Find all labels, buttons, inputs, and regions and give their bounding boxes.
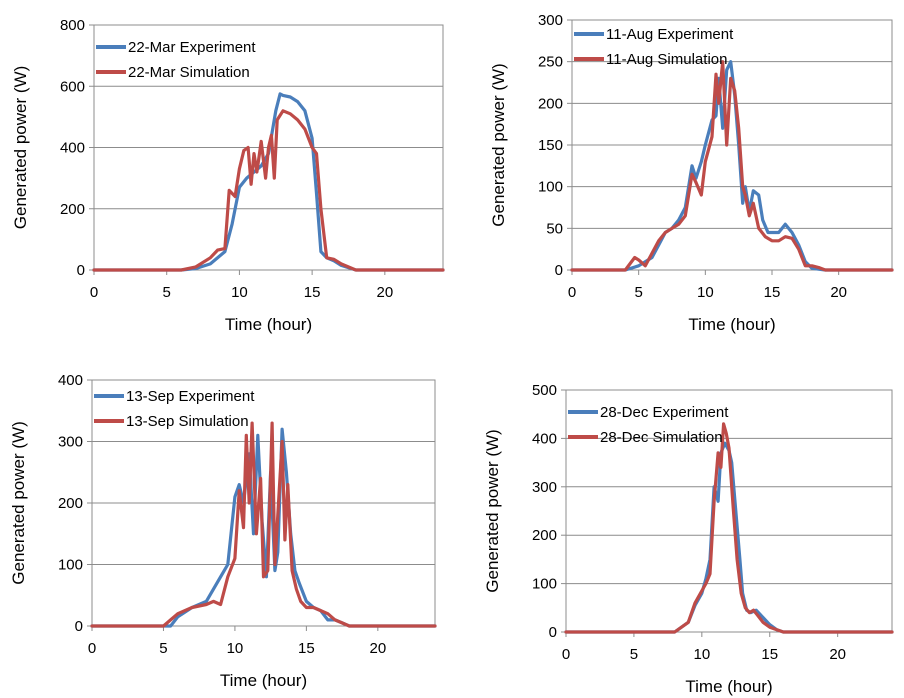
x-tick-label: 20 [830,284,847,301]
legend-label: 13-Sep Experiment [126,388,255,405]
y-axis-label: Generated power (W) [489,63,508,226]
y-tick-label: 800 [60,17,85,34]
series-line-experiment [564,441,894,634]
legend-label: 28-Dec Experiment [600,404,729,421]
x-tick-label: 0 [568,284,576,301]
y-tick-label: 600 [60,78,85,95]
x-tick-label: 20 [829,646,846,663]
series-line-simulation [92,109,445,272]
x-tick-label: 15 [298,640,315,657]
x-tick-label: 5 [634,284,642,301]
y-tick-label: 0 [555,262,563,279]
legend-label: 22-Mar Simulation [128,64,250,81]
x-axis-label: Time (hour) [225,315,312,334]
x-axis-label: Time (hour) [220,671,307,690]
x-tick-label: 0 [562,646,570,663]
series-line-simulation [90,421,437,628]
x-tick-label: 15 [764,284,781,301]
x-tick-label: 0 [88,640,96,657]
y-tick-label: 250 [538,54,563,71]
y-tick-label: 400 [60,140,85,157]
y-tick-label: 300 [58,434,83,451]
legend-label: 13-Sep Simulation [126,413,249,430]
legend: 22-Mar Experiment 22-Mar Simulation [96,39,256,81]
y-tick-label: 100 [538,179,563,196]
chart-panel-2: 0 50 100 150 200 250 300 0 5 10 15 20 Time (hour) Gen… [489,12,894,334]
x-tick-label: 10 [697,284,714,301]
x-tick-label: 10 [231,284,248,301]
y-axis-label: Generated power (W) [9,421,28,584]
y-axis-label: Generated power (W) [483,429,502,592]
series-line-simulation [564,422,894,634]
y-tick-label: 500 [532,382,557,399]
x-tick-label: 10 [693,646,710,663]
series-line-experiment [92,92,445,272]
legend: 13-Sep Experiment 13-Sep Simulation [94,388,255,430]
y-tick-label: 0 [77,262,85,279]
x-tick-label: 20 [376,284,393,301]
y-tick-label: 300 [538,12,563,29]
y-tick-label: 200 [538,95,563,112]
series-line-simulation [570,60,894,272]
y-tick-label: 400 [58,372,83,389]
chart-panel-1: 0 200 400 600 800 0 5 10 15 20 Time (hour) Generate… [11,17,445,334]
x-tick-label: 15 [304,284,321,301]
legend-label: 22-Mar Experiment [128,39,256,56]
x-tick-label: 5 [159,640,167,657]
legend-label: 11-Aug Simulation [606,51,727,68]
y-tick-label: 0 [75,618,83,635]
chart-panel-4: 0 100 200 300 400 500 0 5 10 15 20 Time (hour) Gener… [483,382,894,696]
y-tick-label: 150 [538,137,563,154]
y-tick-label: 200 [532,527,557,544]
x-tick-label: 0 [90,284,98,301]
x-tick-label: 15 [761,646,778,663]
y-tick-label: 0 [549,624,557,641]
x-axis-label: Time (hour) [688,315,775,334]
x-tick-label: 5 [163,284,171,301]
legend-label: 11-Aug Experiment [606,26,734,43]
legend: 11-Aug Experiment 11-Aug Simulation [574,26,734,68]
plot-area [565,389,893,633]
x-axis-label: Time (hour) [685,677,772,696]
legend-label: 28-Dec Simulation [600,429,723,446]
y-tick-label: 100 [58,557,83,574]
y-tick-label: 100 [532,576,557,593]
y-tick-label: 200 [60,201,85,218]
y-tick-label: 200 [58,495,83,512]
y-axis-label: Generated power (W) [11,66,30,229]
y-tick-label: 400 [532,430,557,447]
legend: 28-Dec Experiment 28-Dec Simulation [568,404,729,446]
chart-panel-3: 0 100 200 300 400 0 5 10 15 20 Time (hour) Generate… [9,372,437,690]
x-tick-label: 5 [630,646,638,663]
y-tick-label: 300 [532,479,557,496]
x-tick-label: 20 [369,640,386,657]
y-tick-label: 50 [546,220,563,237]
series-line-experiment [570,60,894,272]
x-tick-label: 10 [227,640,244,657]
